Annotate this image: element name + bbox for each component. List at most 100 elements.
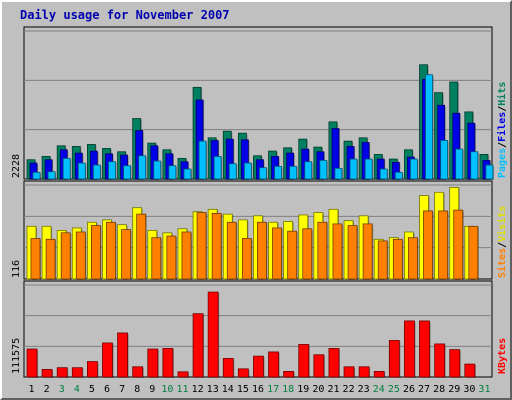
bar-pages-day-22	[349, 158, 358, 180]
x-tick-label-day-20: 20	[312, 384, 324, 395]
bar-sites-day-21	[332, 223, 343, 280]
bar-pages-day-25	[394, 171, 403, 180]
bar-pages-day-31	[485, 164, 494, 180]
bar-pages-day-19	[304, 161, 313, 180]
bar-kbytes-day-9	[147, 348, 159, 378]
bar-sites-day-30	[468, 225, 479, 280]
bar-kbytes-day-22	[343, 366, 355, 378]
bar-sites-day-19	[302, 228, 313, 280]
x-tick-label-day-27: 27	[418, 384, 430, 395]
chart-title: Daily usage for November 2007	[20, 8, 230, 22]
bar-kbytes-day-30	[464, 363, 476, 378]
x-tick-label-day-10: 10	[161, 384, 173, 395]
bar-pages-day-11	[183, 168, 192, 180]
bar-pages-day-3	[62, 158, 71, 180]
bar-sites-day-13	[211, 212, 222, 280]
bar-kbytes-day-23	[358, 366, 370, 378]
x-tick-label-day-12: 12	[192, 384, 204, 395]
bar-pages-day-5	[92, 164, 101, 180]
bar-sites-day-26	[408, 237, 418, 280]
x-tick-label-day-11: 11	[176, 384, 188, 395]
bar-kbytes-day-6	[102, 342, 113, 378]
x-tick-label-day-8: 8	[134, 384, 140, 395]
bar-kbytes-day-29	[449, 349, 461, 378]
x-tick-label-day-17: 17	[267, 384, 279, 395]
bar-pages-day-27	[425, 74, 433, 180]
bar-sites-day-28	[438, 210, 449, 280]
x-tick-label-day-16: 16	[252, 384, 264, 395]
bar-sites-day-23	[362, 223, 373, 280]
x-tick-label-day-15: 15	[237, 384, 249, 395]
x-tick-label-day-23: 23	[358, 384, 370, 395]
bar-pages-day-1	[32, 171, 41, 180]
bar-pages-day-17	[274, 165, 282, 180]
x-tick-label-day-9: 9	[149, 384, 155, 395]
bar-sites-day-25	[392, 238, 403, 280]
bar-pages-day-30	[470, 151, 479, 180]
bar-sites-day-10	[166, 235, 177, 280]
bar-kbytes-day-17	[268, 351, 279, 378]
bar-pages-day-10	[168, 165, 177, 180]
bar-sites-day-22	[347, 225, 358, 280]
x-tick-label-day-21: 21	[327, 384, 339, 395]
bar-sites-day-6	[106, 221, 116, 280]
bar-kbytes-day-7	[117, 332, 128, 378]
x-tick-label-day-24: 24	[373, 384, 385, 395]
bar-sites-day-27	[423, 210, 433, 280]
bar-pages-day-29	[455, 148, 464, 180]
bar-kbytes-day-2	[41, 369, 53, 378]
bar-kbytes-day-28	[434, 343, 446, 378]
bar-kbytes-day-25	[388, 340, 400, 378]
x-tick-label-day-31: 31	[478, 384, 490, 395]
bar-sites-day-1	[30, 238, 41, 280]
bar-pages-day-8	[138, 155, 147, 180]
bar-sites-day-24	[377, 240, 388, 280]
x-tick-label-day-7: 7	[119, 384, 125, 395]
x-tick-label-day-28: 28	[433, 384, 445, 395]
x-tick-label-day-14: 14	[222, 384, 234, 395]
bar-sites-day-11	[181, 231, 192, 280]
bar-kbytes-day-10	[162, 348, 174, 378]
bar-sites-day-7	[121, 229, 131, 280]
plot-panel-hits-files-pages	[23, 26, 493, 180]
x-tick-label-day-18: 18	[282, 384, 294, 395]
bar-sites-day-20	[317, 221, 328, 280]
bar-kbytes-day-1	[26, 348, 38, 378]
bar-pages-day-15	[243, 162, 252, 180]
bar-sites-day-9	[151, 237, 162, 280]
bar-kbytes-day-8	[132, 366, 144, 378]
bar-pages-day-12	[198, 140, 207, 180]
bar-kbytes-day-4	[71, 367, 83, 378]
bar-sites-day-5	[90, 225, 101, 280]
x-tick-label-day-13: 13	[207, 384, 219, 395]
bar-kbytes-day-11	[177, 371, 189, 378]
bar-sites-day-16	[257, 221, 267, 280]
bar-sites-day-4	[75, 231, 86, 280]
bar-kbytes-day-20	[313, 354, 325, 378]
bar-sites-day-15	[241, 238, 252, 280]
x-tick-label-day-26: 26	[403, 384, 415, 395]
x-tick-label-day-3: 3	[59, 384, 65, 395]
bar-kbytes-day-19	[298, 344, 310, 378]
bar-pages-day-20	[319, 160, 328, 180]
x-tick-label-day-1: 1	[29, 384, 35, 395]
bar-pages-day-4	[77, 162, 86, 180]
bar-kbytes-day-21	[328, 348, 340, 378]
bar-pages-day-7	[123, 165, 131, 180]
bar-kbytes-day-12	[192, 313, 204, 378]
x-tick-label-day-19: 19	[297, 384, 309, 395]
bar-sites-day-3	[60, 232, 71, 280]
bar-pages-day-13	[213, 156, 222, 180]
x-tick-label-day-25: 25	[388, 384, 400, 395]
x-tick-label-day-2: 2	[44, 384, 50, 395]
bar-pages-day-26	[410, 158, 418, 180]
bar-pages-day-24	[379, 168, 388, 180]
bar-sites-day-29	[453, 209, 464, 280]
bar-kbytes-day-13	[207, 291, 219, 378]
bar-kbytes-day-5	[86, 361, 98, 378]
bar-pages-day-14	[228, 163, 237, 180]
bar-sites-day-17	[272, 227, 282, 280]
bar-kbytes-day-3	[56, 367, 68, 378]
